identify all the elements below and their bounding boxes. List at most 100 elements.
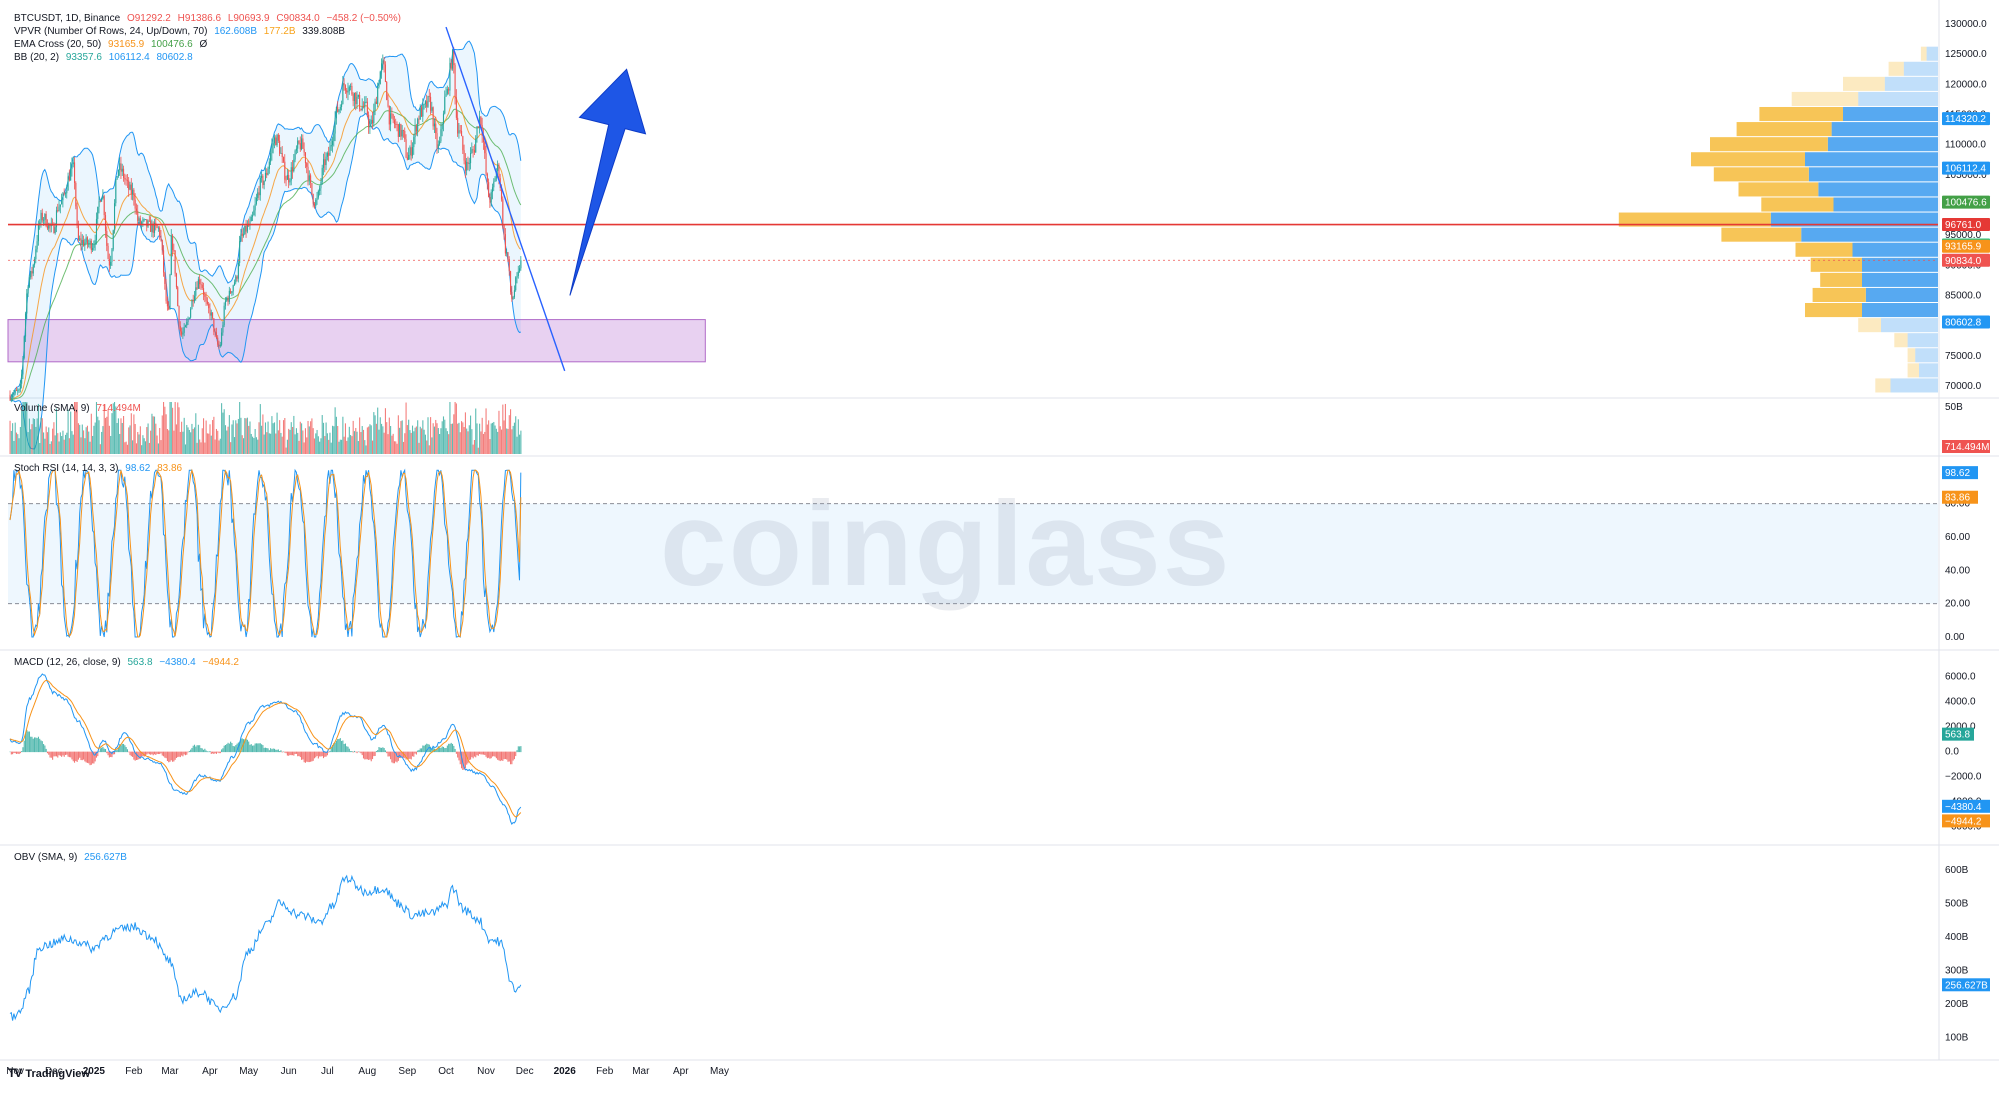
candle-body xyxy=(139,218,141,225)
volume-bar xyxy=(221,403,223,454)
macd-histogram-bar xyxy=(362,751,365,759)
candle-body xyxy=(435,123,437,134)
volume-bar xyxy=(351,436,353,454)
candle-body xyxy=(80,238,82,244)
volume-bar xyxy=(53,422,55,454)
macd-histogram-bar xyxy=(437,746,439,753)
candle-body xyxy=(75,182,77,207)
candle-body xyxy=(195,287,197,296)
volume-bar xyxy=(104,417,107,454)
volume-bar xyxy=(411,425,414,454)
volume-bar xyxy=(178,407,180,454)
macd-histogram-bar xyxy=(503,751,505,760)
volume-bar xyxy=(449,402,451,454)
macd-histogram-bar xyxy=(410,751,412,760)
macd-histogram-bar xyxy=(466,751,468,765)
candle-body xyxy=(280,153,282,154)
ema-legend[interactable]: EMA Cross (20, 50) 93165.9 100476.6 Ø xyxy=(14,38,405,51)
bb-legend[interactable]: BB (20, 2) 93357.6 106112.4 80602.8 xyxy=(14,51,405,64)
candle-body xyxy=(187,318,189,323)
volume-bar xyxy=(330,442,332,454)
volume-profile-down-bar xyxy=(1795,242,1853,257)
volume-bar xyxy=(67,409,69,454)
macd-histogram-bar xyxy=(373,751,375,757)
macd-histogram-bar xyxy=(451,743,454,753)
volume-profile-up-bar xyxy=(1827,137,1938,152)
volume-bar xyxy=(218,440,220,454)
candle-body xyxy=(120,163,122,172)
macd-histogram-bar xyxy=(352,751,354,753)
candle-body xyxy=(239,241,241,263)
macd-histogram-bar xyxy=(30,736,32,753)
volume-bar xyxy=(90,413,92,454)
volume-bar xyxy=(257,439,259,454)
bb-label: BB (20, 2) xyxy=(14,52,60,63)
volume-bar xyxy=(515,416,517,454)
macd-axis-tick: 6000.0 xyxy=(1945,672,1976,683)
candle-body xyxy=(190,309,192,318)
candle-body xyxy=(430,96,432,111)
price-axis-label: 106112.4 xyxy=(1945,164,1986,175)
price-axis-label-bg xyxy=(1942,112,1990,126)
volume-bar xyxy=(431,437,433,454)
candle-body xyxy=(89,240,91,244)
candle-body xyxy=(384,64,386,82)
volume-bar xyxy=(163,402,165,454)
volume-bar xyxy=(454,402,456,454)
macd-histogram-bar xyxy=(64,751,67,755)
volume-legend[interactable]: Volume (SMA, 9) 714.494M xyxy=(14,402,145,415)
volume-bar xyxy=(115,406,117,454)
vpvr-legend[interactable]: VPVR (Number Of Rows, 24, Up/Down, 70) 1… xyxy=(14,25,405,38)
macd-histogram-bar xyxy=(458,751,460,761)
obv-axis-tick: 500B xyxy=(1945,898,1969,909)
volume-bar xyxy=(387,434,389,454)
volume-axis-tick: 50B xyxy=(1945,402,1963,413)
volume-bar xyxy=(9,420,11,454)
volume-bar xyxy=(75,402,77,454)
candle-body xyxy=(138,218,140,221)
candle-body xyxy=(330,145,332,147)
vpvr-label: VPVR (Number Of Rows, 24, Up/Down, 70) xyxy=(14,26,208,37)
volume-bar xyxy=(21,410,23,454)
candle-body xyxy=(46,226,49,229)
macd-histogram-bar xyxy=(499,751,501,762)
volume-bar xyxy=(338,441,340,454)
macd-histogram-bar xyxy=(371,751,374,760)
volume-profile-up-bar xyxy=(1884,76,1938,91)
candle-body xyxy=(459,130,461,132)
volume-bar xyxy=(445,428,447,454)
candle-body xyxy=(338,109,340,112)
candle-body xyxy=(201,284,203,289)
volume-profile-up-bar xyxy=(1805,152,1938,167)
macd-histogram-bar xyxy=(214,751,216,754)
macd-histogram-bar xyxy=(221,749,223,753)
macd-histogram-bar xyxy=(493,751,495,757)
candle-body xyxy=(233,282,236,286)
volume-bar xyxy=(214,439,216,454)
obv-legend[interactable]: OBV (SMA, 9) 256.627B xyxy=(14,851,131,864)
symbol-line[interactable]: BTCUSDT, 1D, Binance O91292.2 H91386.6 L… xyxy=(14,12,405,25)
time-axis-tick: Dec xyxy=(45,1066,63,1077)
macd-histogram-bar xyxy=(281,751,283,753)
macd-legend[interactable]: MACD (12, 26, close, 9) 563.8 −4380.4 −4… xyxy=(14,656,243,669)
time-axis-tick: Jun xyxy=(281,1066,297,1077)
volume-bar xyxy=(177,402,179,454)
symbol-name[interactable]: BTCUSDT, 1D, Binance xyxy=(14,13,121,24)
macd-histogram-bar xyxy=(115,750,117,753)
candle-body xyxy=(370,119,372,125)
volume-bar xyxy=(497,431,499,454)
candle-body xyxy=(196,287,198,289)
volume-bar xyxy=(337,425,339,454)
stoch-legend[interactable]: Stoch RSI (14, 14, 3, 3) 98.62 83.86 xyxy=(14,462,186,475)
candle-body xyxy=(23,336,25,358)
macd-histogram-bar xyxy=(361,751,363,756)
candle-body xyxy=(27,286,29,294)
volume-profile-up-bar xyxy=(1881,318,1938,333)
macd-histogram-bar xyxy=(462,751,464,770)
candle-body xyxy=(369,124,371,128)
macd-histogram-bar xyxy=(62,751,64,756)
tradingview-brand[interactable]: TV TradingView xyxy=(8,1066,90,1080)
macd-histogram-bar xyxy=(513,751,515,760)
macd-histogram-bar xyxy=(387,751,389,757)
macd-signal-label-bg xyxy=(1942,814,1990,828)
